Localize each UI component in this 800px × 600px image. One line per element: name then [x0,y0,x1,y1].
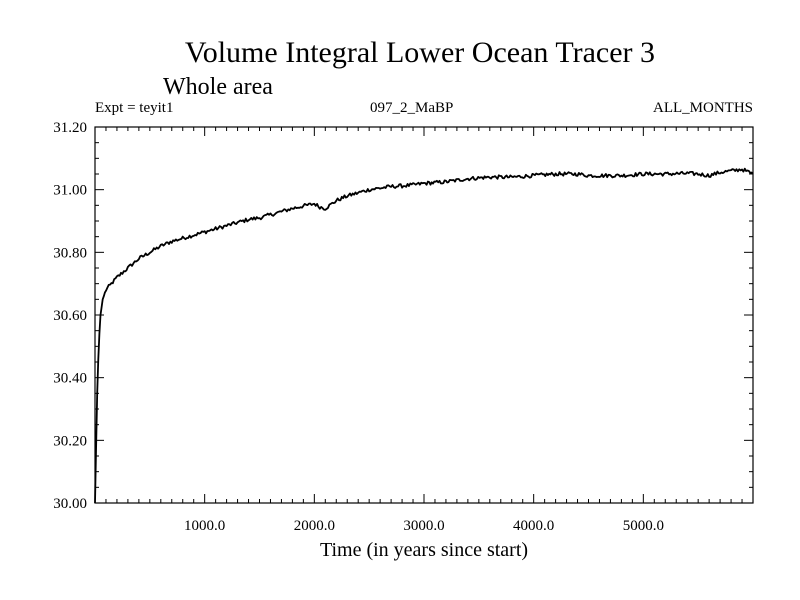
y-tick-label: 31.00 [53,183,87,199]
period-label: ALL_MONTHS [653,100,753,116]
y-tick-label: 30.80 [53,245,87,261]
y-tick-label: 30.20 [53,433,87,449]
y-tick-label: 31.20 [53,120,87,136]
series-layer [94,167,754,504]
run-label: 097_2_MaBP [370,100,453,116]
chart-title: Volume Integral Lower Ocean Tracer 3 [185,36,655,69]
x-tick-label: 4000.0 [513,518,554,534]
y-tick-label: 30.00 [53,496,87,512]
y-axis: 30.00 30.20 30.40 30.60 30.80 31.00 31.20 [53,120,753,512]
y-tick-label: 30.60 [53,308,87,324]
x-tick-label: 3000.0 [403,518,444,534]
series-line-teyit1 [94,167,754,504]
chart-subtitle: Whole area [163,74,273,100]
x-tick-label: 5000.0 [623,518,664,534]
x-axis-label: Time (in years since start) [320,539,528,561]
experiment-label: Expt = teyit1 [95,100,173,116]
x-tick-label: 2000.0 [294,518,335,534]
x-tick-label: 1000.0 [184,518,225,534]
x-axis: 1000.0 2000.0 3000.0 4000.0 5000.0 [105,127,743,534]
y-tick-label: 30.40 [53,371,87,387]
